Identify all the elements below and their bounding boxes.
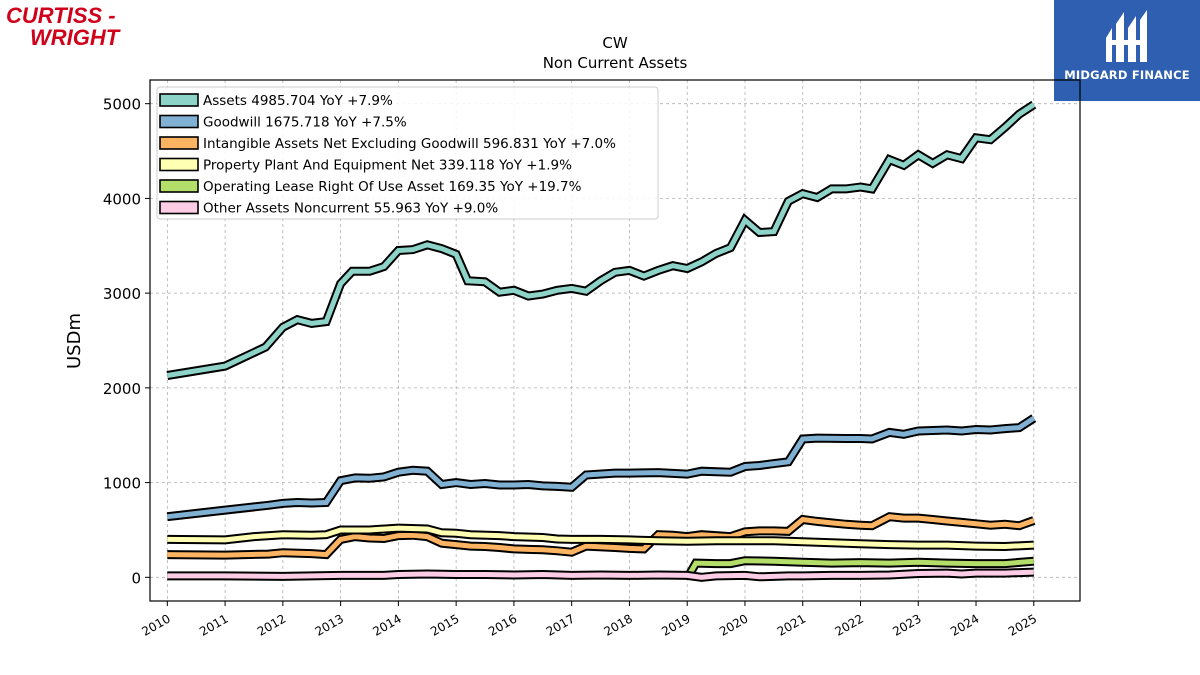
y-axis-label: USDm bbox=[64, 313, 85, 369]
legend-entry: Goodwill 1675.718 YoY +7.5% bbox=[203, 115, 407, 131]
x-tick-label: 2020 bbox=[717, 611, 750, 638]
legend-swatch bbox=[159, 136, 199, 150]
series-lines bbox=[166, 100, 1037, 582]
series-line-4 bbox=[685, 558, 1035, 580]
y-tick-label: 4000 bbox=[103, 190, 141, 208]
legend-swatch bbox=[159, 93, 199, 107]
x-tick-label: 2017 bbox=[544, 611, 577, 638]
midgard-finance-text: MIDGARD FINANCE bbox=[1064, 68, 1190, 82]
y-tick-label: 3000 bbox=[103, 285, 141, 303]
chart-title: CW bbox=[602, 34, 627, 52]
logo-line-1: CURTISS - bbox=[6, 4, 116, 28]
legend-entry: Operating Lease Right Of Use Asset 169.3… bbox=[203, 179, 582, 195]
series-line-5 bbox=[167, 569, 1034, 580]
midgard-emblem-icon bbox=[1106, 10, 1147, 62]
midgard-finance-logo: MIDGARD FINANCE bbox=[1054, 0, 1200, 101]
legend-box bbox=[156, 86, 659, 220]
x-tick-label: 2022 bbox=[833, 611, 866, 638]
x-tick-label: 2018 bbox=[601, 611, 634, 638]
x-tick-label: 2011 bbox=[197, 611, 230, 638]
x-tick-label: 2015 bbox=[428, 611, 461, 638]
x-axis-ticks: 2010 2011 2012 2013 2014 2015 2016 2017 2018 2019… bbox=[139, 601, 1039, 639]
x-tick-label: 2010 bbox=[139, 611, 172, 638]
legend-swatch bbox=[159, 114, 199, 129]
x-tick-label: 2013 bbox=[313, 611, 346, 638]
y-tick-label: 5000 bbox=[103, 96, 141, 114]
y-axis-ticks: 0 1000 2000 3000 4000 5000 bbox=[103, 96, 150, 587]
x-tick-label: 2014 bbox=[370, 611, 403, 638]
legend-swatch bbox=[159, 157, 199, 172]
x-tick-label: 2012 bbox=[255, 611, 288, 638]
plot-frame bbox=[149, 79, 1081, 602]
series-line-1 bbox=[167, 416, 1036, 520]
x-tick-label: 2021 bbox=[775, 611, 808, 638]
y-tick-label: 1000 bbox=[103, 475, 141, 493]
legend-swatch bbox=[159, 200, 199, 215]
legend: Assets 4985.704 YoY +7.9% Goodwill 1675.7… bbox=[156, 86, 659, 220]
x-tick-label: 2016 bbox=[486, 611, 519, 638]
series-line-0 bbox=[166, 102, 1036, 378]
legend-entry: Property Plant And Equipment Net 339.118… bbox=[203, 158, 572, 174]
chart-subtitle: Non Current Assets bbox=[543, 54, 688, 72]
curtiss-wright-logo: CURTISS - WRIGHT bbox=[6, 4, 121, 50]
legend-entry: Intangible Assets Net Excluding Goodwill… bbox=[203, 136, 616, 152]
x-tick-label: 2019 bbox=[659, 611, 692, 638]
series-line-2 bbox=[167, 514, 1035, 558]
x-tick-label: 2023 bbox=[890, 611, 923, 638]
logo-line-2: WRIGHT bbox=[30, 25, 121, 50]
x-tick-label: 2024 bbox=[948, 611, 981, 638]
legend-entry: Other Assets Noncurrent 55.963 YoY +9.0% bbox=[203, 201, 498, 217]
x-tick-label: 2025 bbox=[1006, 611, 1039, 638]
legend-entry: Assets 4985.704 YoY +7.9% bbox=[203, 93, 393, 109]
y-tick-label: 0 bbox=[131, 569, 141, 587]
y-tick-label: 2000 bbox=[103, 380, 141, 398]
legend-swatch bbox=[159, 179, 199, 193]
series-line-3 bbox=[167, 525, 1034, 550]
